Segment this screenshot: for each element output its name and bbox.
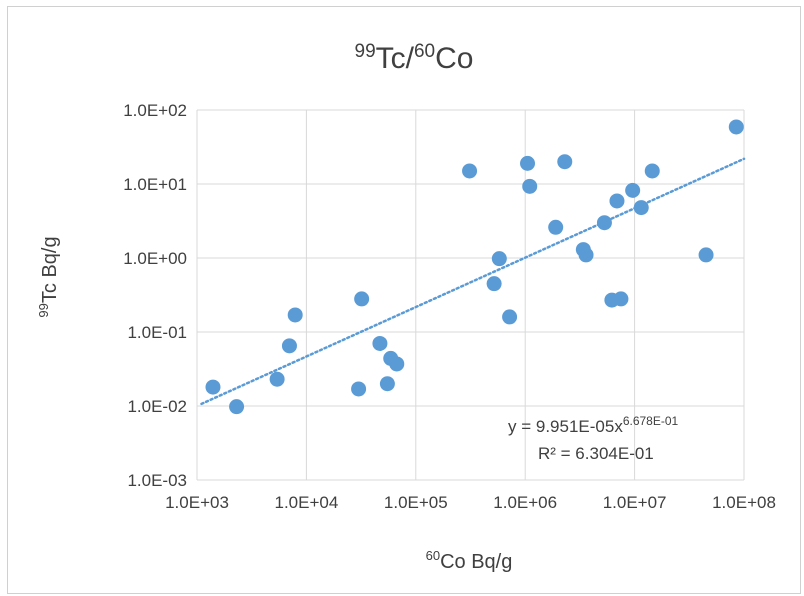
chart-title-main1: Tc/ — [376, 42, 415, 75]
trendline — [200, 157, 746, 406]
x-tick-label: 1.0E+06 — [493, 493, 557, 512]
data-point — [379, 376, 395, 392]
data-point — [548, 219, 564, 235]
data-point — [557, 154, 573, 170]
data-point — [520, 155, 536, 171]
data-point — [486, 276, 502, 292]
data-point — [281, 338, 297, 354]
trendline-layer — [200, 157, 746, 406]
data-point — [389, 356, 405, 372]
y-tick-label: 1.0E-01 — [127, 323, 187, 342]
data-point — [609, 193, 625, 209]
data-point — [698, 247, 714, 263]
trendline-equation-exponent: 6.678E-01 — [623, 414, 679, 428]
chart-title-sup2: 60 — [414, 41, 435, 62]
y-tick-label: 1.0E+00 — [123, 249, 187, 268]
data-point — [229, 399, 245, 415]
y-tick-label: 1.0E+02 — [123, 101, 187, 120]
x-axis-title: 60Co Bq/g — [426, 548, 513, 573]
y-axis-title: 99Tc Bq/g — [36, 236, 61, 317]
data-point — [269, 371, 285, 387]
x-tick-label: 1.0E+08 — [712, 493, 776, 512]
chart-title-sup1: 99 — [355, 41, 376, 62]
grid-layer — [196, 109, 745, 481]
data-point — [578, 247, 594, 263]
data-point — [491, 251, 507, 267]
data-point — [502, 309, 518, 325]
chart-title-main2: Co — [435, 42, 473, 75]
y-tick-labels: 1.0E-03 1.0E-02 1.0E-01 1.0E+00 1.0E+01 1.0E+… — [123, 101, 187, 490]
chart-svg: 99Tc/60Co 1.0E-031.0E-021.0E-011.0E+001.… — [36, 41, 776, 573]
x-tick-label: 1.0E+05 — [384, 493, 448, 512]
data-point — [354, 291, 370, 307]
data-point — [372, 335, 388, 351]
data-point — [287, 307, 303, 323]
data-point — [625, 182, 641, 198]
data-point — [351, 381, 367, 397]
trendline-equation: y = 9.951E-05x6.678E-01 — [508, 414, 679, 436]
x-tick-labels: 1.0E+03 1.0E+04 1.0E+05 1.0E+06 1.0E+07 1.0E+… — [165, 493, 776, 512]
data-point — [644, 163, 660, 179]
x-tick-label: 1.0E+03 — [165, 493, 229, 512]
data-point — [522, 178, 538, 194]
y-tick-label: 1.0E+01 — [123, 175, 187, 194]
data-point — [596, 215, 612, 231]
trendline-r-squared: R² = 6.304E-01 — [538, 444, 654, 463]
data-point — [633, 200, 649, 216]
x-axis-title-sup: 60 — [426, 548, 440, 563]
points-layer — [205, 119, 744, 415]
y-tick-label: 1.0E-02 — [127, 397, 187, 416]
trendline-equation-base: y = 9.951E-05x — [508, 417, 623, 436]
y-tick-label: 1.0E-03 — [127, 471, 187, 490]
x-axis-title-text: Co Bq/g — [440, 551, 512, 573]
data-point — [462, 163, 478, 179]
y-axis-title-sup: 99 — [36, 303, 51, 317]
y-axis-title-text: Tc Bq/g — [39, 236, 61, 303]
chart-frame: 99Tc/60Co 1.0E-03 1.0E-02 1.0E-01 1.0E+00 1.… — [7, 6, 801, 594]
x-tick-label: 1.0E+04 — [274, 493, 338, 512]
data-point — [728, 119, 744, 135]
data-point — [205, 379, 221, 395]
x-tick-label: 1.0E+07 — [603, 493, 667, 512]
data-point — [613, 291, 629, 307]
chart-title: 99Tc/60Co — [355, 41, 474, 75]
